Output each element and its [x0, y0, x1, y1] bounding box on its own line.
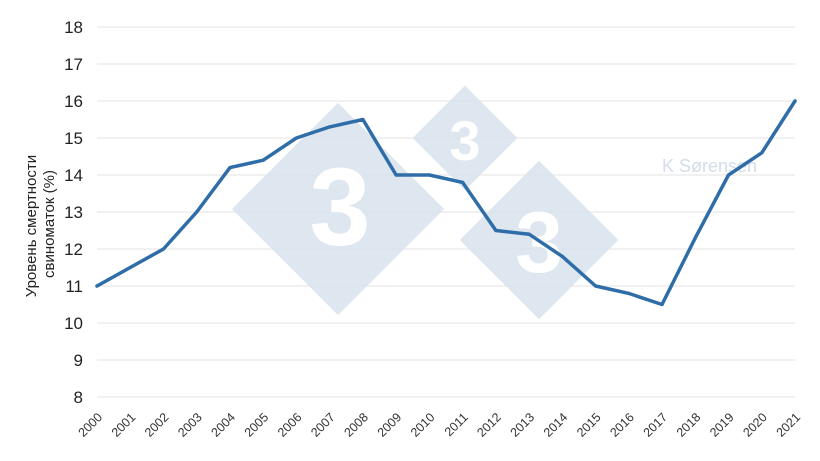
x-tick-label: 2019 — [707, 410, 737, 440]
data-point-2017 — [660, 302, 664, 307]
data-point-2014 — [560, 254, 564, 258]
data-point-2020 — [760, 151, 764, 155]
data-point-2003 — [195, 210, 199, 214]
data-point-2009 — [394, 173, 398, 177]
x-tick-label: 2001 — [109, 410, 139, 440]
data-point-2008 — [361, 117, 365, 122]
data-point-2016 — [627, 291, 631, 295]
y-tick-label: 11 — [65, 277, 83, 296]
x-tick-label: 2016 — [607, 410, 637, 440]
series-line — [95, 99, 797, 307]
y-axis-label-line-1: Уровень смертности — [23, 155, 40, 297]
data-point-2002 — [161, 247, 166, 251]
y-tick-label: 15 — [64, 129, 83, 148]
x-axis-ticks: 2000 2001 2002 2003 2004 2005 2006 2007 2008 2009… — [76, 410, 804, 440]
watermark-logo: 3 3 3 K Sørensen — [231, 85, 757, 320]
y-axis-label: Уровень смертности свиноматок (%) — [23, 151, 58, 298]
x-tick-label: 2009 — [375, 410, 405, 440]
x-tick-label: 2017 — [641, 410, 671, 440]
y-axis-label-line-2: свиноматок (%) — [41, 170, 58, 278]
data-point-2001 — [128, 265, 132, 270]
y-tick-label: 10 — [64, 314, 83, 333]
y-axis-ticks: 8 9 10 11 12 13 14 15 16 17 18 — [64, 18, 83, 407]
watermark-digit-1: 3 — [309, 146, 370, 269]
y-tick-label: 14 — [64, 166, 83, 185]
y-tick-label: 8 — [74, 388, 83, 407]
x-tick-label: 2013 — [508, 410, 538, 440]
watermark-digit-3: 3 — [515, 195, 563, 291]
data-point-2005 — [261, 158, 265, 162]
y-tick-label: 13 — [64, 203, 83, 222]
data-point-2012 — [494, 228, 498, 233]
grid-lines — [97, 26, 795, 398]
data-point-2004 — [228, 166, 232, 170]
x-tick-label: 2015 — [574, 410, 604, 440]
y-tick-label: 18 — [64, 18, 83, 37]
data-point-2011 — [461, 180, 465, 184]
x-tick-label: 2010 — [408, 410, 438, 440]
y-tick-label: 12 — [64, 240, 83, 259]
y-tick-label: 16 — [64, 92, 83, 111]
y-tick-label: 17 — [64, 55, 83, 74]
data-point-2010 — [427, 173, 431, 177]
watermark-digit-2: 3 — [449, 109, 480, 172]
data-point-2015 — [593, 284, 598, 288]
x-tick-label: 2018 — [674, 410, 704, 440]
x-tick-label: 2005 — [242, 410, 272, 440]
x-tick-label: 2000 — [76, 410, 106, 440]
x-tick-label: 2011 — [442, 410, 471, 439]
data-point-2021 — [793, 99, 797, 103]
x-tick-label: 2004 — [209, 410, 239, 440]
x-tick-label: 2012 — [474, 410, 504, 440]
x-tick-label: 2021 — [774, 410, 804, 440]
y-tick-label: 9 — [74, 351, 83, 370]
x-tick-label: 2014 — [541, 410, 571, 440]
data-point-2013 — [527, 232, 531, 236]
x-tick-label: 2020 — [740, 410, 770, 440]
data-point-2006 — [294, 136, 299, 140]
x-tick-label: 2003 — [175, 410, 205, 440]
x-tick-label: 2007 — [308, 410, 338, 440]
series-points — [95, 99, 797, 307]
x-tick-label: 2008 — [341, 410, 371, 440]
data-point-2007 — [328, 125, 332, 129]
data-point-2018 — [693, 236, 697, 240]
x-tick-label: 2006 — [275, 410, 305, 440]
data-point-2019 — [726, 173, 731, 177]
data-point-2000 — [95, 284, 99, 288]
x-tick-label: 2002 — [142, 410, 172, 440]
